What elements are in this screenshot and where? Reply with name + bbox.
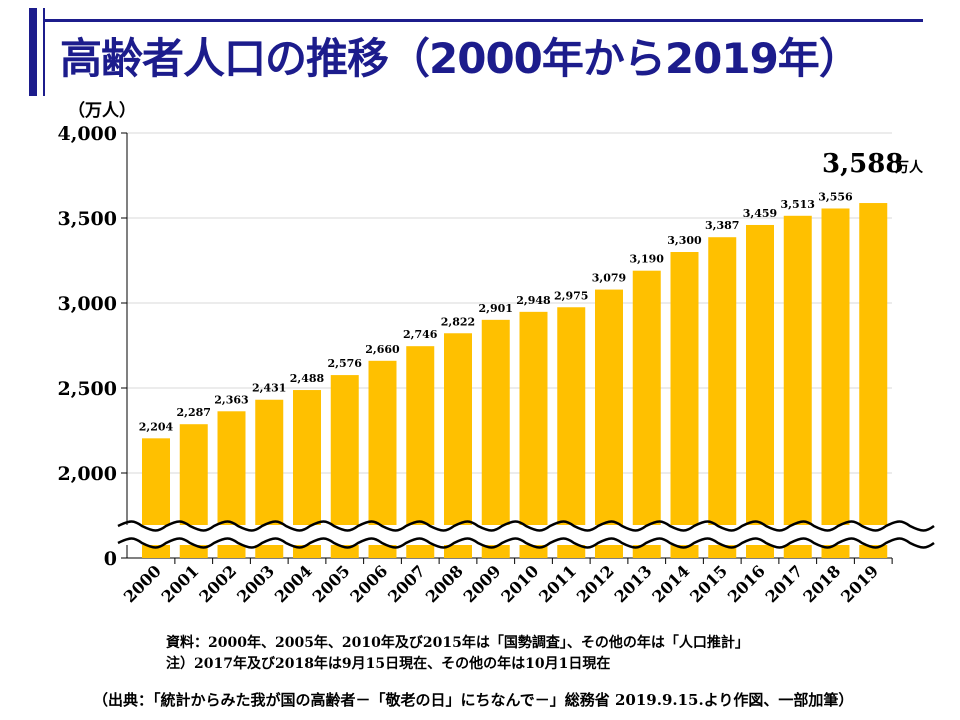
x-tick-label: 2004 [271, 561, 316, 606]
y-tick-label: 2,500 [58, 378, 118, 400]
data-label: 2,488 [290, 372, 325, 385]
bar [783, 215, 812, 559]
bar [557, 307, 586, 558]
x-tick-label: 2016 [724, 561, 769, 606]
axis-break-line-lower [117, 537, 935, 549]
data-label: 2,975 [554, 289, 588, 302]
footnote: 注）2017年及び2018年は9月15日現在、その他の年は10月1日現在 [166, 656, 611, 672]
y-tick-label: 0 [104, 548, 117, 570]
x-tick-label: 2006 [346, 561, 391, 606]
bar [708, 237, 737, 558]
highlight-unit-label: 万人 [894, 159, 924, 176]
x-tick-label: 2014 [648, 561, 693, 606]
y-axis-unit-label: （万人） [68, 101, 136, 121]
data-label: 3,556 [818, 190, 853, 203]
x-tick-label: 2009 [460, 561, 505, 606]
bar [481, 319, 510, 558]
x-tick-label: 2008 [422, 561, 467, 606]
x-tick-label: 2000 [120, 561, 165, 606]
data-label: 2,660 [365, 343, 400, 356]
data-label: 2,746 [403, 328, 438, 341]
y-tick-label: 2,000 [58, 463, 118, 485]
x-tick-label: 2005 [309, 561, 354, 606]
highlight-value-label: 3,588 [822, 149, 903, 179]
bar [746, 224, 774, 558]
title-accent-bar [29, 8, 37, 96]
bar [859, 203, 888, 559]
title-accent-line [43, 8, 45, 96]
x-tick-label: 2003 [233, 561, 278, 606]
data-label: 2,287 [177, 406, 211, 419]
x-tick-label: 2011 [535, 561, 580, 606]
x-tick-label: 2001 [158, 561, 203, 606]
bar [632, 270, 661, 558]
x-tick-label: 2010 [497, 561, 542, 606]
x-tick-label: 2013 [611, 561, 656, 606]
bar [519, 311, 548, 558]
bar [595, 289, 623, 558]
data-source-note: 資料：2000年、2005年、2010年及び2015年は「国勢調査」、その他の年… [166, 635, 749, 651]
data-label: 3,513 [781, 198, 815, 211]
x-tick-label: 2019 [837, 561, 882, 606]
data-label: 2,431 [252, 382, 286, 395]
data-label: 3,387 [705, 219, 739, 232]
bar [821, 208, 850, 559]
data-label: 2,948 [516, 294, 551, 307]
data-label: 2,576 [328, 357, 363, 370]
citation: （出典：「統計からみた我が国の高齢者－「敬老の日」にちなんで－」総務省 2019… [93, 691, 854, 709]
data-label: 2,901 [479, 302, 513, 315]
x-tick-label: 2002 [195, 561, 240, 606]
y-tick-label: 4,000 [58, 123, 118, 145]
x-tick-label: 2007 [384, 561, 429, 606]
bar [670, 252, 699, 558]
data-label: 3,300 [667, 234, 702, 247]
data-label: 3,190 [630, 253, 665, 266]
data-label: 3,459 [743, 207, 777, 220]
x-tick-label: 2015 [686, 561, 731, 606]
data-label: 2,822 [441, 315, 475, 328]
data-label: 2,363 [214, 393, 248, 406]
y-tick-label: 3,500 [58, 208, 118, 230]
x-tick-label: 2017 [762, 561, 807, 606]
y-tick-label: 3,000 [58, 293, 118, 315]
x-tick-label: 2012 [573, 561, 618, 606]
data-label: 2,204 [139, 420, 174, 433]
x-tick-label: 2018 [799, 561, 844, 606]
title-rule [45, 19, 923, 22]
data-label: 3,079 [592, 272, 626, 285]
page-title: 高齢者人口の推移（2000年から2019年） [60, 34, 861, 83]
axis-break-line-upper [117, 520, 935, 532]
